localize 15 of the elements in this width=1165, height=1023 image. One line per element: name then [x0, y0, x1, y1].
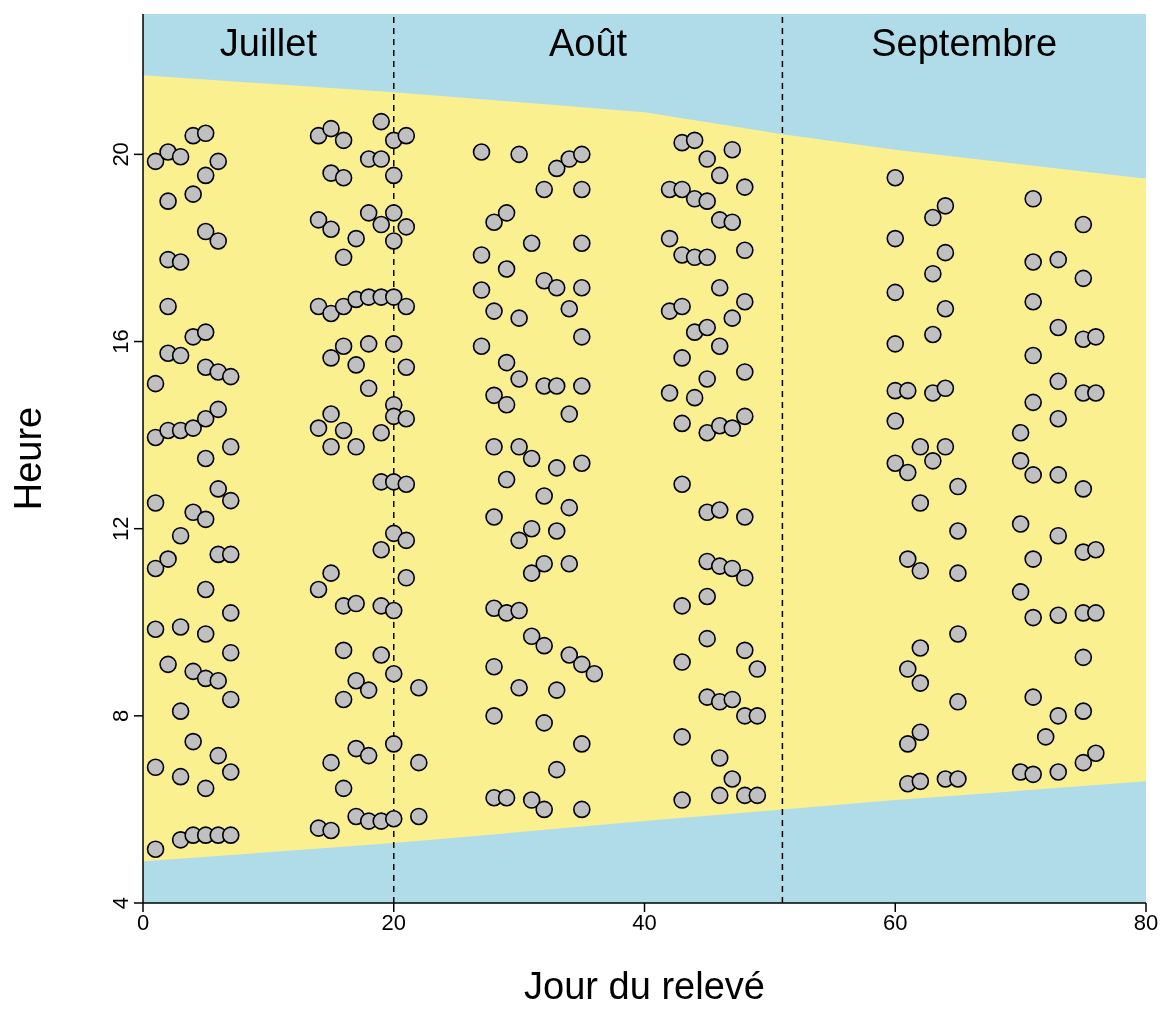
x-tick-label: 60	[883, 909, 908, 935]
x-tick-label: 80	[1133, 909, 1159, 935]
y-tick-label: 8	[108, 709, 133, 722]
y-tick-label: 20	[108, 142, 133, 167]
y-axis-title: Heure	[7, 406, 50, 511]
x-tick-label: 20	[381, 909, 406, 935]
y-tick-label: 12	[108, 516, 133, 541]
x-tick-label: 40	[632, 909, 657, 935]
x-axis-title: Jour du relevé	[524, 965, 765, 1007]
annotation: Août	[549, 21, 628, 64]
x-tick-label: 0	[136, 909, 150, 935]
annotation: Juillet	[219, 21, 318, 64]
annotation: Septembre	[871, 21, 1058, 64]
y-tick-label: 4	[108, 896, 133, 910]
y-tick-label: 16	[108, 329, 133, 354]
